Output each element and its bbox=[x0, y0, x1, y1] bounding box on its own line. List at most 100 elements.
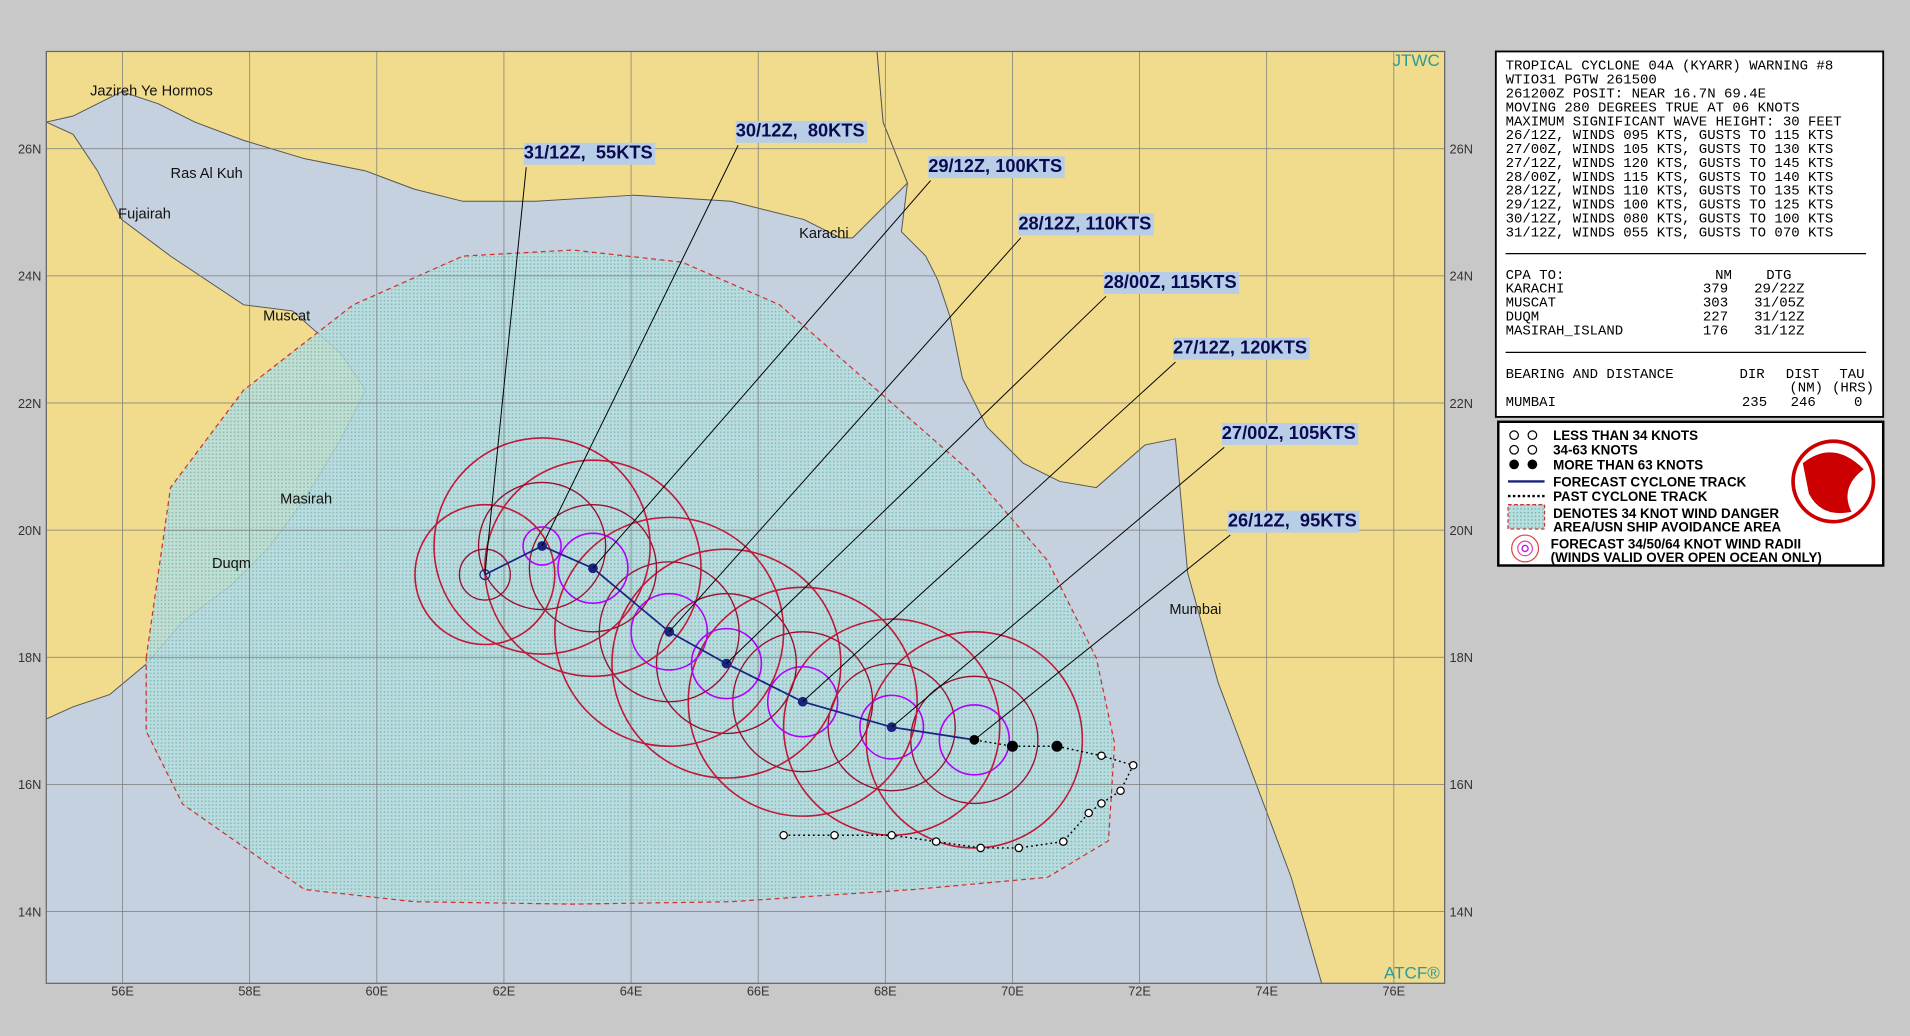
warning-line: 28/12Z, WINDS 110 KTS, GUSTS TO 135 KTS bbox=[1506, 184, 1834, 200]
x-tick-label: 66E bbox=[747, 984, 770, 999]
cpa-cell: MUSCAT bbox=[1506, 296, 1556, 312]
warning-line: MOVING 280 DEGREES TRUE AT 06 KNOTS bbox=[1506, 100, 1800, 116]
wind-radius bbox=[732, 631, 874, 773]
past-position bbox=[1128, 761, 1138, 770]
past-position bbox=[1006, 740, 1018, 752]
leader-line bbox=[592, 180, 932, 569]
place-name: Muscat bbox=[263, 309, 310, 325]
forecast-position bbox=[479, 569, 491, 581]
legend-entry: MORE THAN 63 KNOTS bbox=[1553, 457, 1703, 472]
y-tick-label: 20N bbox=[18, 523, 41, 538]
legend-symbol bbox=[1527, 459, 1538, 470]
legend-symbol bbox=[1521, 544, 1529, 553]
warning-text: TROPICAL CYCLONE 04A (KYARR) WARNING #8W… bbox=[1506, 59, 1874, 411]
place-name: Fujairah bbox=[118, 206, 171, 222]
legend-entry: LESS THAN 34 KNOTS bbox=[1553, 428, 1698, 443]
past-position bbox=[1116, 786, 1125, 795]
cpa-cell: 227 bbox=[1703, 309, 1728, 325]
leader-line bbox=[974, 534, 1231, 741]
map-frame bbox=[45, 50, 1446, 984]
x-tick-label: 68E bbox=[874, 984, 897, 999]
warning-line: 30/12Z, WINDS 080 KTS, GUSTS TO 100 KTS bbox=[1506, 211, 1834, 227]
y-tick-label: 16N bbox=[1450, 777, 1473, 792]
agency: JTWC bbox=[1392, 51, 1439, 70]
land-north bbox=[46, 51, 909, 239]
past-position bbox=[931, 837, 941, 846]
wind-radius bbox=[528, 504, 658, 633]
warning-line: 31/12Z, WINDS 055 KTS, GUSTS TO 070 KTS bbox=[1506, 225, 1834, 241]
leader-line bbox=[726, 295, 1107, 664]
bearing-cell: MUMBAI bbox=[1506, 395, 1556, 411]
wind-radius bbox=[458, 548, 511, 601]
bearing-header: TAU bbox=[1839, 367, 1864, 383]
bearing-unit: (HRS) bbox=[1832, 380, 1874, 396]
label-bg bbox=[1227, 510, 1360, 533]
bearing-cell: 235 bbox=[1742, 395, 1767, 411]
cpa-header: CPA TO: bbox=[1506, 268, 1565, 284]
forecast-label: 29/12Z, 100KTS bbox=[928, 155, 1062, 176]
legend-symbol bbox=[1527, 430, 1538, 441]
forecast-label: 26/12Z, 95KTS bbox=[1228, 510, 1357, 531]
wind-radius bbox=[433, 437, 651, 655]
past-position bbox=[1097, 751, 1106, 761]
warning-line: 27/00Z, WINDS 105 KTS, GUSTS TO 130 KTS bbox=[1506, 142, 1834, 158]
leader-line bbox=[541, 145, 739, 547]
forecast-label: 27/12Z, 120KTS bbox=[1173, 337, 1307, 358]
place-name: Jazireh Ye Hormos bbox=[90, 83, 213, 99]
labels: 56E 58E 60E 62E 64E 66E 68E 70E 72E 74E 76E 14N 14N 1… bbox=[18, 83, 1473, 998]
warning-line: 261200Z POSIT: NEAR 16.7N 69.4E bbox=[1506, 87, 1766, 103]
land-india bbox=[876, 51, 1445, 984]
forecast-label: 30/12Z, 80KTS bbox=[736, 120, 865, 141]
cpa-cell: MASIRAH_ISLAND bbox=[1506, 323, 1624, 339]
forecast-track bbox=[484, 545, 975, 741]
bearing-header: DIST bbox=[1786, 367, 1820, 383]
cpa-cell: 379 bbox=[1703, 282, 1728, 298]
wind-radius bbox=[414, 503, 556, 646]
wind-radius bbox=[859, 694, 925, 760]
y-tick-label: 24N bbox=[1450, 269, 1473, 284]
wind-radius bbox=[687, 586, 918, 817]
danger-area bbox=[145, 249, 1116, 905]
leader-line bbox=[802, 361, 1176, 703]
wind-radius bbox=[938, 704, 1011, 776]
forecast-label: 31/12Z, 55KTS bbox=[524, 142, 653, 163]
leader-line bbox=[668, 237, 1022, 633]
label-bg bbox=[1173, 337, 1310, 360]
legend-symbol bbox=[1511, 534, 1540, 563]
software: ATCF® bbox=[1384, 963, 1440, 982]
wind-radius bbox=[477, 481, 607, 611]
legend-entry: FORECAST 34/50/64 KNOT WIND RADII bbox=[1551, 536, 1801, 551]
past-position bbox=[1059, 837, 1068, 846]
y-tick-label: 20N bbox=[1450, 523, 1473, 538]
land bbox=[46, 51, 1445, 984]
warning-line: TROPICAL CYCLONE 04A (KYARR) WARNING #8 bbox=[1506, 59, 1834, 75]
bearing-header: BEARING AND DISTANCE bbox=[1506, 367, 1674, 383]
wind-radius bbox=[554, 516, 785, 748]
cpa-cell: 31/12Z bbox=[1754, 309, 1804, 325]
x-tick-label: 58E bbox=[238, 984, 261, 999]
y-tick-label: 14N bbox=[1450, 904, 1473, 919]
x-tick-label: 64E bbox=[620, 984, 643, 999]
y-tick-label: 24N bbox=[18, 269, 41, 284]
y-tick-label: 22N bbox=[18, 396, 41, 411]
legend-entry: DENOTES 34 KNOT WIND DANGER bbox=[1553, 506, 1779, 521]
label-bg bbox=[1018, 213, 1154, 236]
leader-line bbox=[891, 446, 1225, 728]
legend-symbol bbox=[1527, 444, 1538, 455]
forecast-label: 27/00Z, 105KTS bbox=[1222, 422, 1356, 443]
warning-line: WTIO31 PGTW 261500 bbox=[1506, 73, 1657, 89]
leader-line bbox=[484, 167, 527, 575]
cpa-cell: 31/12Z bbox=[1754, 323, 1804, 339]
storm-marks bbox=[414, 437, 1138, 853]
y-tick-label: 14N bbox=[18, 904, 41, 919]
cpa-cell: 31/05Z bbox=[1754, 296, 1804, 312]
forecast-label: 28/12Z, 110KTS bbox=[1018, 212, 1151, 233]
y-tick-label: 26N bbox=[18, 142, 41, 157]
cpa-cell: DUQM bbox=[1506, 309, 1540, 325]
bearing-cell: 0 bbox=[1854, 395, 1862, 411]
cpa-header: NM bbox=[1715, 268, 1732, 284]
legend-symbol bbox=[1517, 540, 1533, 557]
past-position bbox=[1014, 843, 1024, 853]
